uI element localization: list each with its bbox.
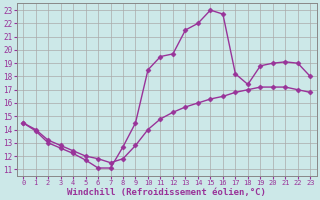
X-axis label: Windchill (Refroidissement éolien,°C): Windchill (Refroidissement éolien,°C) — [67, 188, 266, 197]
